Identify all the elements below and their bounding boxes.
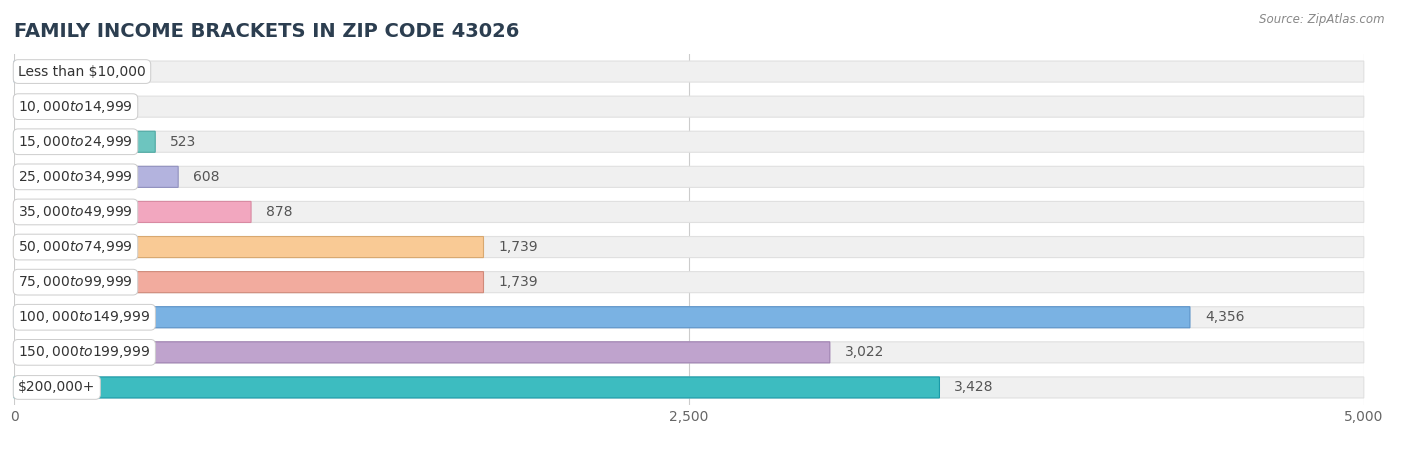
FancyBboxPatch shape xyxy=(14,307,1189,328)
FancyBboxPatch shape xyxy=(14,377,1364,398)
FancyBboxPatch shape xyxy=(14,61,1364,82)
FancyBboxPatch shape xyxy=(14,96,1364,117)
Text: 1,739: 1,739 xyxy=(498,275,538,289)
Text: $25,000 to $34,999: $25,000 to $34,999 xyxy=(18,169,134,185)
Text: 3,022: 3,022 xyxy=(845,345,884,360)
Text: FAMILY INCOME BRACKETS IN ZIP CODE 43026: FAMILY INCOME BRACKETS IN ZIP CODE 43026 xyxy=(14,22,519,41)
Text: $75,000 to $99,999: $75,000 to $99,999 xyxy=(18,274,134,290)
Text: 878: 878 xyxy=(266,205,292,219)
Text: 523: 523 xyxy=(170,135,197,149)
FancyBboxPatch shape xyxy=(14,342,1364,363)
FancyBboxPatch shape xyxy=(14,166,1364,187)
Text: 3,428: 3,428 xyxy=(955,380,994,395)
Text: $15,000 to $24,999: $15,000 to $24,999 xyxy=(18,134,134,150)
Text: $50,000 to $74,999: $50,000 to $74,999 xyxy=(18,239,134,255)
FancyBboxPatch shape xyxy=(14,131,1364,152)
Text: Source: ZipAtlas.com: Source: ZipAtlas.com xyxy=(1260,14,1385,27)
FancyBboxPatch shape xyxy=(14,131,155,152)
FancyBboxPatch shape xyxy=(14,61,105,82)
FancyBboxPatch shape xyxy=(14,307,1364,328)
Text: 338: 338 xyxy=(120,64,146,79)
Text: Less than $10,000: Less than $10,000 xyxy=(18,64,146,79)
FancyBboxPatch shape xyxy=(14,272,1364,292)
FancyBboxPatch shape xyxy=(14,272,484,292)
Text: $35,000 to $49,999: $35,000 to $49,999 xyxy=(18,204,134,220)
Text: $150,000 to $199,999: $150,000 to $199,999 xyxy=(18,344,150,360)
Text: $100,000 to $149,999: $100,000 to $149,999 xyxy=(18,309,150,325)
FancyBboxPatch shape xyxy=(14,342,830,363)
Text: 4,356: 4,356 xyxy=(1205,310,1244,324)
Text: 253: 253 xyxy=(97,99,124,114)
FancyBboxPatch shape xyxy=(14,166,179,187)
FancyBboxPatch shape xyxy=(14,202,252,222)
FancyBboxPatch shape xyxy=(14,237,484,257)
Text: $10,000 to $14,999: $10,000 to $14,999 xyxy=(18,99,134,115)
Text: 608: 608 xyxy=(193,170,219,184)
FancyBboxPatch shape xyxy=(14,202,1364,222)
Text: 1,739: 1,739 xyxy=(498,240,538,254)
FancyBboxPatch shape xyxy=(14,96,83,117)
Text: $200,000+: $200,000+ xyxy=(18,380,96,395)
FancyBboxPatch shape xyxy=(14,377,939,398)
FancyBboxPatch shape xyxy=(14,237,1364,257)
